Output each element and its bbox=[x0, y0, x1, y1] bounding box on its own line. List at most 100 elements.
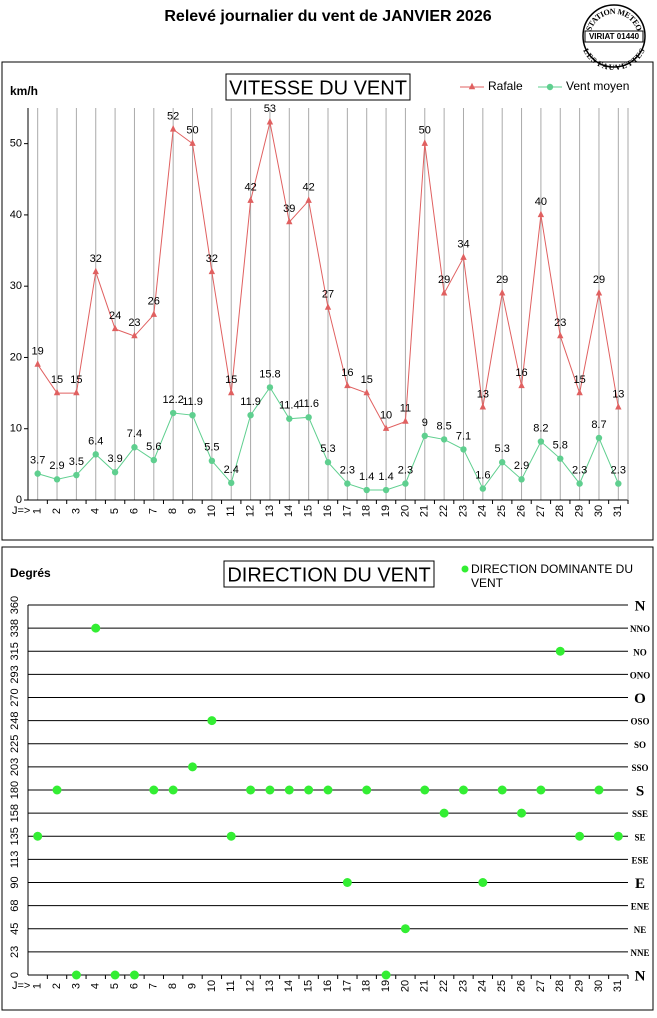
marker bbox=[208, 457, 216, 464]
title-box bbox=[223, 560, 435, 588]
marker bbox=[517, 808, 527, 818]
y-tick-label: 20 bbox=[10, 351, 22, 363]
logo-band bbox=[584, 30, 644, 43]
direction-label: O bbox=[634, 691, 646, 707]
y-tick-label: 90 bbox=[9, 876, 21, 888]
marker bbox=[228, 388, 235, 396]
marker bbox=[73, 388, 80, 396]
x-tick-label: 16 bbox=[322, 980, 334, 992]
x-tick-label: 25 bbox=[496, 980, 508, 992]
data-label: 50 bbox=[419, 125, 431, 137]
data-label: 32 bbox=[206, 253, 218, 265]
marker bbox=[286, 217, 293, 225]
data-label: 1.4 bbox=[359, 471, 374, 483]
data-label: 5.8 bbox=[553, 440, 568, 452]
marker bbox=[284, 785, 294, 795]
x-axis-label: J=> bbox=[12, 980, 30, 992]
x-tick-label: 20 bbox=[399, 980, 411, 992]
marker bbox=[246, 785, 256, 795]
x-tick-label: 21 bbox=[419, 505, 431, 517]
x-tick-label: 2 bbox=[51, 983, 63, 989]
marker bbox=[478, 878, 488, 887]
x-tick-label: 24 bbox=[477, 505, 489, 517]
logo-bottom: LES FAUVETTES bbox=[582, 46, 647, 72]
data-label: 15 bbox=[70, 374, 82, 386]
chart-frame bbox=[1, 546, 654, 1011]
x-tick-label: 7 bbox=[148, 983, 160, 989]
data-label: 11.6 bbox=[298, 398, 319, 410]
x-tick-label: 11 bbox=[225, 980, 237, 991]
marker bbox=[615, 480, 622, 487]
marker bbox=[188, 762, 198, 772]
x-axis-label: J=> bbox=[12, 505, 30, 517]
marker bbox=[169, 125, 177, 132]
x-tick-label: 4 bbox=[90, 983, 102, 989]
data-label: 15.8 bbox=[259, 368, 280, 380]
x-tick-label: 26 bbox=[515, 980, 527, 992]
logo-top: STATION METEO bbox=[584, 7, 644, 33]
marker bbox=[421, 139, 428, 146]
marker bbox=[537, 210, 545, 218]
marker bbox=[362, 785, 372, 795]
data-label: 29 bbox=[438, 274, 450, 286]
direction-label: NNO bbox=[630, 624, 650, 634]
marker bbox=[440, 289, 448, 296]
x-tick-label: 2 bbox=[51, 508, 63, 514]
marker bbox=[536, 785, 546, 795]
marker bbox=[305, 196, 312, 203]
x-tick-label: 9 bbox=[186, 508, 198, 514]
x-tick-label: 13 bbox=[264, 505, 276, 517]
marker bbox=[402, 417, 409, 424]
marker bbox=[189, 139, 196, 146]
data-label: 15 bbox=[225, 374, 237, 386]
marker bbox=[615, 403, 622, 410]
direction-label: SSO bbox=[631, 763, 648, 773]
data-label: 1.4 bbox=[378, 471, 393, 483]
y-tick-label: 0 bbox=[16, 494, 22, 506]
x-tick-label: 8 bbox=[167, 508, 179, 514]
direction-label: E bbox=[635, 876, 645, 892]
data-label: 11.4 bbox=[279, 400, 300, 412]
marker bbox=[576, 480, 583, 487]
marker bbox=[129, 970, 139, 980]
x-tick-label: 20 bbox=[399, 505, 411, 517]
data-label: 5.5 bbox=[204, 442, 219, 454]
y-tick-label: 270 bbox=[9, 688, 21, 706]
data-label: 32 bbox=[90, 253, 102, 265]
chart-title: DIRECTION DU VENT bbox=[227, 564, 430, 586]
marker bbox=[460, 446, 467, 453]
x-tick-label: 22 bbox=[438, 980, 450, 992]
direction-label: NNE bbox=[630, 948, 649, 958]
marker bbox=[228, 479, 235, 487]
direction-label: S bbox=[636, 783, 644, 799]
y-tick-label: 315 bbox=[9, 642, 21, 660]
data-label: 3.7 bbox=[30, 455, 45, 467]
marker bbox=[400, 924, 410, 934]
marker bbox=[305, 414, 312, 421]
direction-label: NO bbox=[633, 647, 647, 657]
marker bbox=[344, 480, 351, 487]
data-label: 26 bbox=[148, 296, 160, 308]
data-label: 19 bbox=[32, 345, 44, 357]
marker bbox=[537, 438, 545, 445]
x-tick-label: 28 bbox=[554, 505, 566, 517]
y-tick-label: 68 bbox=[9, 900, 21, 912]
x-tick-label: 28 bbox=[554, 980, 566, 992]
x-tick-label: 31 bbox=[612, 505, 624, 517]
marker bbox=[286, 415, 293, 422]
marker bbox=[468, 82, 476, 90]
marker bbox=[363, 388, 370, 396]
data-label: 13 bbox=[477, 388, 489, 400]
data-label: 8.7 bbox=[591, 419, 606, 431]
x-tick-label: 13 bbox=[264, 980, 276, 992]
direction-label: N bbox=[635, 968, 646, 984]
marker bbox=[150, 310, 158, 317]
marker bbox=[498, 459, 506, 466]
data-label: 11.9 bbox=[182, 396, 203, 408]
x-tick-label: 27 bbox=[535, 980, 547, 992]
y-tick-label: 113 bbox=[9, 851, 21, 869]
marker bbox=[111, 469, 119, 476]
y-tick-label: 360 bbox=[9, 596, 21, 614]
data-label: 15 bbox=[573, 374, 585, 386]
data-label: 52 bbox=[167, 110, 179, 122]
